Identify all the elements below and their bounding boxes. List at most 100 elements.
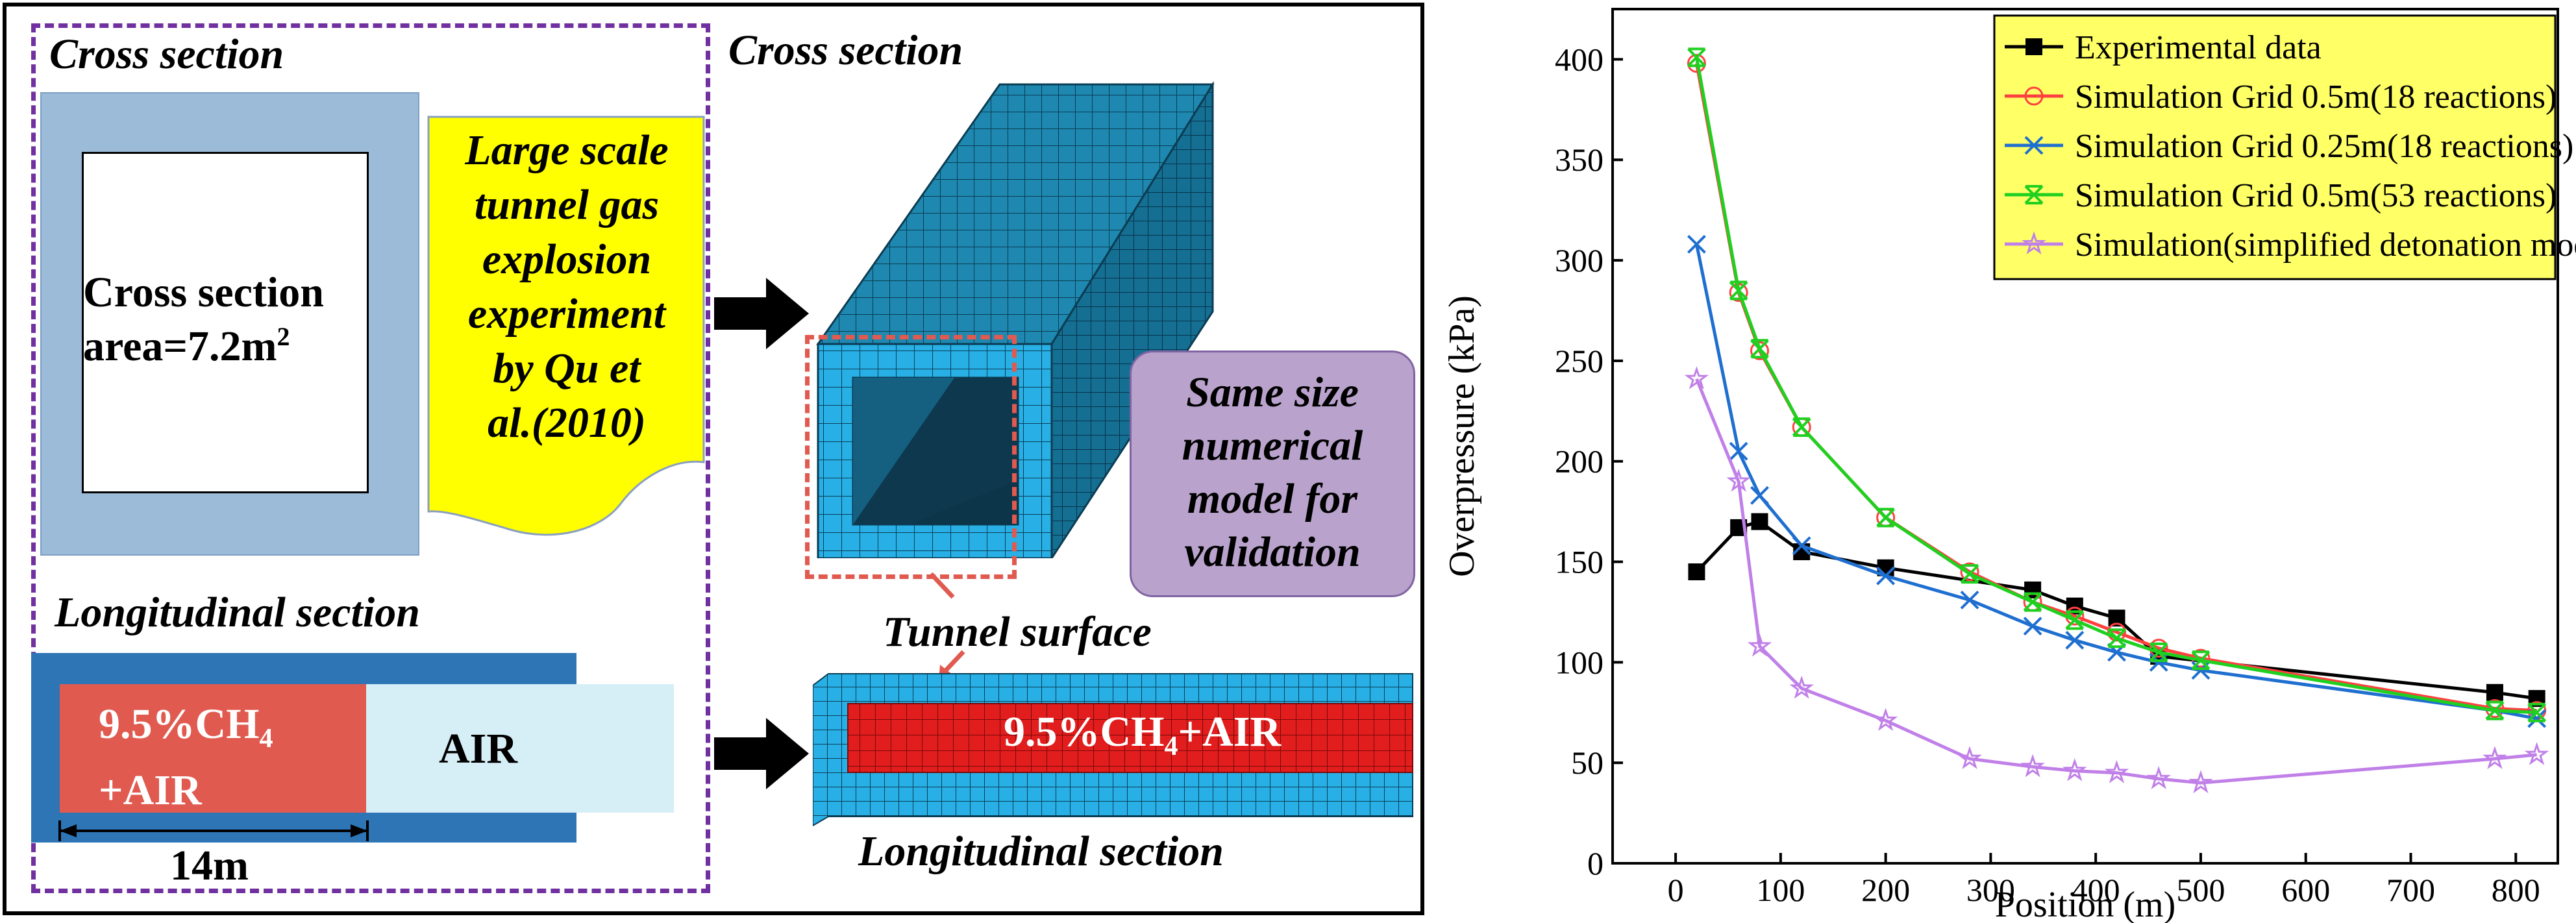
callout-line: experiment [467,290,666,338]
figure-frame [3,3,1424,915]
experiment-callout-shape [427,116,705,536]
data-point [1750,341,1769,360]
cross-section-text-line2: area=7.2m2 [83,320,369,374]
data-point [1873,708,1898,732]
data-point [1960,562,1979,582]
right-arrow-icon [714,718,809,789]
x-tick-label: 100 [1756,872,1805,908]
x-tick-label: 200 [1861,872,1910,908]
data-point [1876,566,1896,585]
data-point [2107,622,2127,642]
data-point [1750,486,1769,505]
data-point [2107,628,2126,648]
data-point [1792,417,1811,437]
data-point [1688,563,1705,581]
cross-section-label-middle: Cross section [728,27,963,74]
data-point [1747,633,1772,657]
model-box-line: Same size [1186,369,1359,416]
longitudinal-wall-left [31,653,60,843]
length-label: 14m [170,842,249,889]
x-axis-label: Position (m) [1995,885,2175,923]
legend-marker [2022,231,2046,254]
data-point [1960,590,1979,609]
cross-section-label-left: Cross section [49,31,284,78]
data-point [1960,564,1979,584]
legend-label: Simulation Grid 0.5m(18 reactions) [2075,79,2557,116]
cross-section-interior [82,152,369,493]
longitudinal-wall-bottom [31,813,576,843]
y-tick-label: 400 [1555,41,1604,77]
longitudinal-label-middle: Longitudinal section [858,828,1224,875]
cross-section-area: area=7.2m [83,322,277,370]
data-point [1726,469,1751,492]
callout-line: by Qu et [493,345,641,392]
longitudinal-wall-top [31,653,576,684]
model-mixture-prefix: 9.5%CH [1004,708,1165,756]
experiment-callout-text: Large scale tunnel gas explosion experim… [426,123,708,450]
x-tick-label: 400 [2072,872,2120,908]
callout-line: explosion [482,236,652,283]
data-point [1789,675,1814,699]
mixture-prefix: 9.5%CH [99,700,260,748]
data-point [1687,54,1706,73]
data-point [2062,757,2087,781]
y-tick-label: 50 [1571,745,1604,781]
x-tick-label: 600 [2281,872,2330,908]
cross-section-text: Cross section area=7.2m2 [83,266,369,373]
y-tick-label: 0 [1587,845,1604,881]
methane-air-zone [60,684,366,813]
cross-section-text-line1: Cross section [83,269,324,316]
y-axis-label: Overpressure (kPa) [1442,295,1482,577]
data-point [1684,366,1709,389]
data-point [2483,746,2507,769]
methane-air-line2: +AIR [99,767,202,815]
data-point [2020,754,2045,778]
length-dimension-arrow [58,820,369,841]
model-box-line: validation [1184,528,1361,576]
data-point [2191,650,2211,671]
data-point [1729,280,1748,301]
y-tick-label: 250 [1555,343,1604,379]
methane-air-label: 9.5%CH4 +AIR [99,698,273,817]
legend-label: Simulation(simplified detonation model) [2075,227,2576,264]
legend-label: Simulation Grid 0.5m(53 reactions) [2075,177,2557,214]
data-point [2524,742,2549,765]
data-point [1876,508,1896,528]
callout-line: tunnel gas [474,181,660,228]
methane-air-line1: 9.5%CH4 [99,698,273,765]
data-point [2065,610,2085,630]
data-point [2486,683,2503,701]
data-point [1729,441,1748,461]
x-tick-label: 700 [2386,872,2435,908]
series-line [1695,378,2537,785]
callout-line: Large scale [465,127,669,174]
x-tick-label: 300 [1966,872,2015,908]
y-tick-label: 200 [1555,443,1604,480]
overpressure-chart: 0 100 200 300 400 500 600 700 800 0 50 100 150 200 250… [1442,8,2576,923]
legend-marker [2024,86,2044,106]
longitudinal-label-left: Longitudinal section [55,589,420,636]
callout-line: al.(2010) [488,399,646,447]
right-arrow-icon [714,278,809,349]
legend-marker [2024,136,2044,155]
legend-marker [2024,185,2044,204]
model-box-line: model for [1187,475,1358,523]
model-box-line: numerical [1182,422,1363,469]
tunnel-face-highlight [805,335,1017,579]
data-point [2146,766,2171,789]
data-point [1687,47,1706,68]
data-point [2188,770,2213,794]
x-tick-label: 800 [2492,872,2540,908]
data-point [2149,642,2168,662]
data-point [2104,760,2129,783]
model-mixture-subscript: 4 [1164,732,1178,762]
x-tick-label: 0 [1668,872,1684,908]
y-tick-label: 100 [1555,644,1604,680]
area-superscript: 2 [277,321,290,351]
methane-air-model-label: 9.5%CH4+AIR [1004,708,1281,762]
data-point [1687,234,1706,254]
data-point [2023,592,2042,612]
y-tick-label: 300 [1555,242,1604,278]
legend-marker [2025,38,2042,55]
legend-label: Experimental data [2075,29,2322,66]
